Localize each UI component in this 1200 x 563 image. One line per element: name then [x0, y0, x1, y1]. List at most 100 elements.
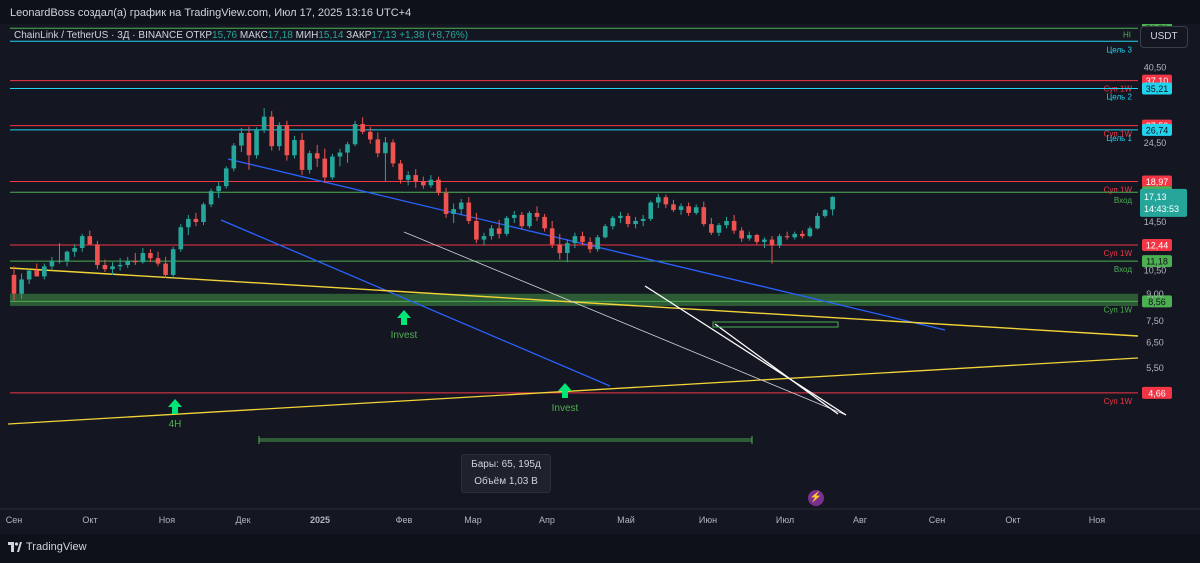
candle-body — [800, 233, 805, 237]
y-tick-label: 5,50 — [1146, 363, 1164, 373]
candle-body — [95, 244, 100, 265]
hi-label: HI — [1123, 31, 1131, 40]
level-price-text: 11,18 — [1146, 257, 1168, 267]
measure-box: Бары: 65, 195д Объём 1,03 B — [461, 454, 551, 493]
level-label: Суп 1W — [1104, 397, 1133, 406]
candle-body — [170, 249, 176, 275]
level-label: Цель 2 — [1106, 92, 1132, 101]
candle-body — [307, 153, 312, 170]
x-tick-label: Сен — [6, 515, 23, 525]
candle-body — [618, 215, 623, 218]
measure-bars: Бары: 65, 195д — [471, 459, 541, 470]
x-tick-label: Сен — [929, 515, 946, 525]
candle-body — [724, 220, 729, 226]
y-tick-label: 40,50 — [1144, 62, 1167, 72]
candle-body — [421, 181, 426, 186]
close-value: 17,13 — [371, 30, 397, 41]
candle-body — [299, 140, 305, 170]
candle-body — [671, 204, 676, 211]
tradingview-logo[interactable]: TradingView — [8, 541, 87, 553]
candle-body — [239, 132, 244, 146]
currency-button[interactable]: USDT — [1140, 26, 1188, 48]
candle-body — [565, 243, 570, 254]
symbol-name[interactable]: ChainLink / TetherUS · 3Д · BINANCE — [14, 30, 183, 41]
y-tick-label: 24,50 — [1144, 138, 1167, 148]
candle-body — [367, 131, 373, 140]
level-label: Цель 3 — [1106, 45, 1132, 54]
candle-body — [132, 260, 138, 263]
x-tick-label: Ноя — [159, 515, 176, 525]
candle-body — [193, 218, 199, 222]
chart-caption: LeonardBoss создал(а) график на TradingV… — [10, 7, 412, 19]
candle-body — [815, 215, 820, 229]
candle-body — [830, 196, 835, 210]
candle-body — [436, 179, 441, 193]
candle-body — [746, 234, 752, 239]
y-tick-label: 6,50 — [1146, 338, 1164, 348]
level-label: Суп 1W — [1104, 85, 1133, 94]
candle-body — [458, 202, 464, 210]
high-value: 17,18 — [267, 30, 293, 41]
candle-body — [360, 124, 365, 132]
current-price-tag — [1140, 188, 1187, 217]
y-tick-label: 14,50 — [1144, 217, 1167, 227]
footer-bar — [0, 534, 1200, 563]
candle-body — [330, 156, 335, 178]
x-tick-label: Мар — [464, 515, 482, 525]
level-price-text: 18,97 — [1146, 177, 1169, 187]
x-tick-label: Дек — [235, 515, 250, 525]
candle-body — [163, 263, 168, 275]
x-tick-label: 2025 — [310, 515, 330, 525]
candle-body — [201, 204, 206, 222]
candle-body — [254, 130, 259, 156]
x-tick-label: Июн — [699, 515, 717, 525]
x-tick-label: Ноя — [1089, 515, 1106, 525]
level-price-tag — [1142, 82, 1172, 95]
candle-body — [762, 239, 767, 242]
candle-body — [405, 175, 411, 180]
candle-body — [595, 237, 600, 250]
candle-body — [72, 247, 77, 252]
annotation-label: Invest — [552, 403, 579, 414]
candle-body — [102, 264, 108, 270]
candle-body — [42, 266, 47, 277]
level-price-text: 37,10 — [1146, 76, 1169, 86]
candle-body — [511, 214, 517, 218]
candle-body — [542, 216, 547, 229]
up-arrow-icon — [168, 399, 182, 414]
symbol-legend: ChainLink / TetherUS · 3Д · BINANCE ОТКР… — [14, 30, 468, 41]
y-tick-label: 10,50 — [1144, 266, 1167, 276]
x-tick-label: Авг — [853, 515, 868, 525]
level-price-tag — [1142, 175, 1172, 188]
candle-body — [110, 266, 115, 270]
entry-box — [712, 321, 839, 328]
candle-body — [11, 274, 17, 294]
candle-body — [223, 168, 229, 187]
candle-body — [663, 197, 669, 205]
annotation-label: Invest — [391, 330, 418, 341]
candle-body — [292, 140, 297, 156]
candle-body — [519, 214, 525, 227]
level-label: Суп 1W — [1104, 249, 1133, 258]
candle-body — [390, 142, 396, 164]
level-price-text: 26,74 — [1146, 125, 1169, 135]
candle-body — [534, 212, 540, 217]
candle-body — [186, 218, 191, 228]
candle-body — [633, 220, 638, 225]
y-tick-label: 7,50 — [1146, 316, 1164, 326]
candle-body — [678, 206, 684, 211]
level-label: Цель 1 — [1106, 134, 1132, 143]
candle-body — [117, 264, 123, 267]
candle-body — [428, 179, 434, 186]
candle-body — [716, 225, 722, 233]
low-value: 15,14 — [318, 30, 344, 41]
candle-body — [709, 224, 714, 233]
candle-body — [413, 175, 419, 182]
level-price-tag — [1142, 295, 1172, 308]
close-label: ЗАКР — [346, 30, 372, 41]
lightning-icon[interactable]: ⚡ — [808, 490, 824, 506]
candle-body — [178, 227, 184, 250]
candle-body — [474, 220, 479, 240]
